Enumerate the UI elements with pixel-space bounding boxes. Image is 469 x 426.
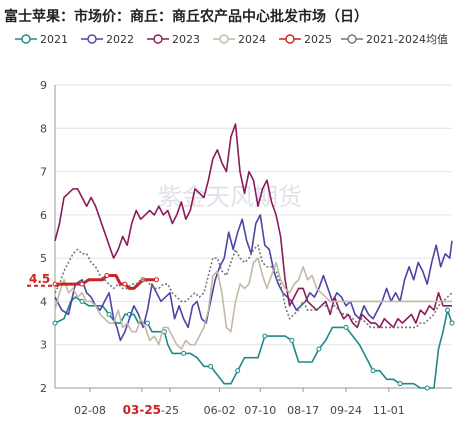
y-tick-label: 4: [40, 295, 47, 308]
series-line-2021: [54, 296, 453, 389]
x-tick-label: -25: [161, 404, 179, 417]
legend-swatch-icon: [341, 34, 363, 44]
y-tick-label: 3: [40, 339, 47, 352]
legend-label: 2024: [238, 32, 266, 46]
legend-item[interactable]: 2021: [14, 30, 68, 48]
series-point-2021: [262, 333, 268, 339]
y-tick-label: 6: [40, 209, 47, 222]
series-point-2021: [79, 298, 85, 304]
y-tick-label: 9: [40, 79, 47, 92]
legend-swatch-icon: [81, 34, 103, 44]
chart-title: 富士苹果：市场价：商丘：商丘农产品中心批发市场（日）: [4, 9, 368, 25]
series-point-2025: [79, 281, 85, 287]
series-point-2021: [449, 320, 455, 326]
x-tick-label: 06-02: [204, 404, 236, 417]
x-tick-label: 11-01: [373, 404, 405, 417]
series-point-2021: [52, 320, 58, 326]
series-point-2025: [154, 277, 160, 283]
highlight-value-label: 4.5: [29, 272, 50, 286]
legend-label: 2021-2024均值: [366, 33, 448, 46]
y-tick-label: 5: [40, 252, 47, 265]
legend-item[interactable]: 2021-2024均值: [340, 30, 448, 48]
legend-label: 2025: [304, 32, 332, 46]
y-tick-label: 8: [40, 122, 47, 135]
legend-swatch-icon: [279, 34, 301, 44]
series-line-2021-2024均值: [54, 244, 453, 329]
legend: 2021 2022 2023 2024 2025 2021-2024均值: [0, 30, 469, 48]
legend-label: 2022: [106, 32, 134, 46]
legend-item[interactable]: 2025: [278, 30, 332, 48]
series-point-2021: [444, 307, 450, 313]
series-point-2025: [104, 272, 110, 278]
x-tick-label: 02-08: [74, 404, 106, 417]
series-point-2021: [316, 346, 322, 352]
legend-item[interactable]: 2024: [212, 30, 266, 48]
series-point-2025: [122, 281, 128, 287]
legend-swatch-icon: [15, 34, 37, 44]
series-line-2023: [54, 123, 452, 329]
series-line-2025: [55, 274, 157, 290]
series-point-2021: [208, 363, 214, 369]
legend-label: 2021: [40, 32, 68, 46]
series-point-2021: [106, 311, 112, 317]
legend-swatch-icon: [213, 34, 235, 44]
y-tick-label: 7: [40, 166, 47, 179]
legend-label: 2023: [172, 32, 200, 46]
series-point-2021: [370, 368, 376, 374]
y-tick-label: 2: [40, 382, 47, 395]
series-line-2024: [54, 257, 452, 350]
legend-item[interactable]: 2023: [146, 30, 200, 48]
series-point-2021: [235, 368, 241, 374]
series-point-2021: [424, 385, 430, 391]
series-line-2022: [54, 214, 453, 342]
legend-swatch-icon: [147, 34, 169, 44]
x-tick-label: 09-24: [330, 404, 362, 417]
series-point-2021: [397, 381, 403, 387]
legend-item[interactable]: 2022: [80, 30, 134, 48]
x-tick-label: 03-25: [123, 403, 161, 417]
series-point-2021: [144, 320, 150, 326]
series-point-2021: [289, 337, 295, 343]
x-tick-label: 07-10: [244, 404, 276, 417]
x-tick-label: 08-17: [287, 404, 319, 417]
series-point-2021: [181, 350, 187, 356]
series-point-2021: [343, 324, 349, 330]
